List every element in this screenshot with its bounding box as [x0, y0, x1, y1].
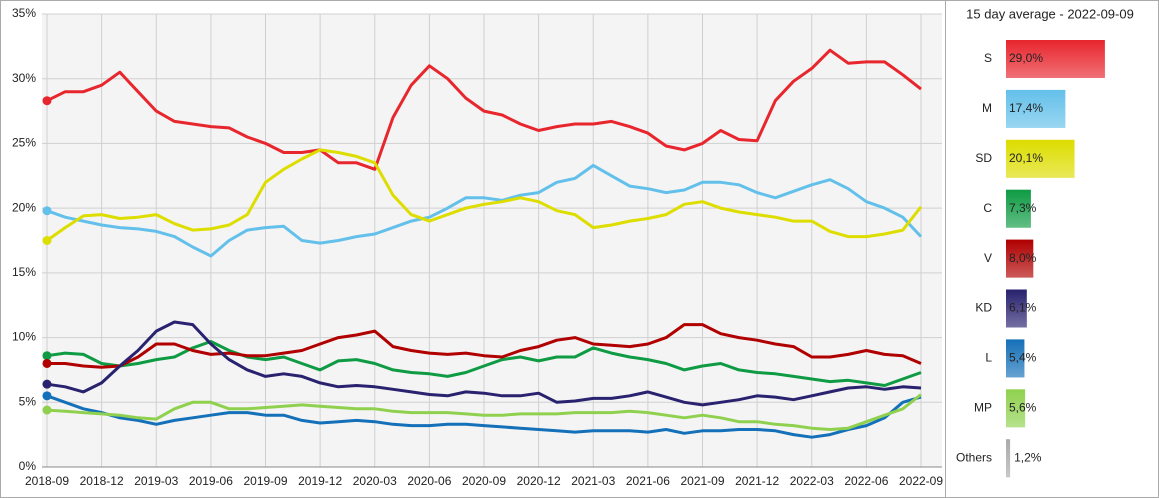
y-tick-label: 30% — [12, 71, 36, 85]
series-line — [46, 148, 923, 242]
x-tick-label: 2020-03 — [353, 474, 397, 488]
x-tick-label: 2020-09 — [462, 474, 506, 488]
panel-title: 15 day average - 2022-09-09 — [966, 6, 1134, 21]
start-dot — [42, 351, 52, 361]
bar-shine — [1006, 40, 1105, 78]
y-tick-label: 5% — [19, 394, 37, 408]
x-tick-label: 2021-06 — [626, 474, 670, 488]
value-label: 29,0% — [1009, 51, 1043, 65]
category-label: S — [984, 51, 992, 65]
start-dot — [42, 405, 52, 415]
bar-shine — [1006, 239, 1034, 278]
x-tick-label: 2018-12 — [80, 474, 124, 488]
y-tick-label: 0% — [19, 459, 37, 473]
category-label: MP — [974, 400, 992, 414]
value-label: 5,6% — [1009, 400, 1037, 414]
start-dot — [42, 358, 52, 368]
bar-shine — [1006, 89, 1066, 128]
value-label: 5,4% — [1009, 351, 1037, 365]
value-label: 20,1% — [1009, 151, 1043, 165]
value-label: 7,3% — [1009, 201, 1037, 215]
category-label: V — [984, 251, 992, 265]
bar-shine — [1006, 389, 1026, 428]
x-tick-label: 2021-09 — [680, 474, 724, 488]
x-tick-label: 2019-12 — [298, 474, 342, 488]
y-tick-label: 35% — [12, 6, 36, 20]
x-tick-label: 2022-09 — [899, 474, 943, 488]
series-line — [46, 394, 922, 439]
start-dot — [42, 96, 52, 106]
x-tick-label: 2021-12 — [735, 474, 779, 488]
bar-shine — [1006, 139, 1075, 178]
value-label: 6,1% — [1009, 301, 1037, 315]
x-tick-label: 2018-09 — [25, 474, 69, 488]
category-label: L — [985, 351, 992, 365]
x-tick-label: 2020-12 — [517, 474, 561, 488]
bar-shine — [1006, 189, 1031, 228]
y-tick-label: 15% — [12, 265, 36, 279]
y-tick-label: 10% — [12, 330, 36, 344]
series-line — [46, 393, 922, 431]
y-tick-label: 20% — [12, 200, 36, 214]
value-label: 17,4% — [1009, 101, 1043, 115]
series-line — [46, 48, 922, 171]
category-label: M — [982, 101, 992, 115]
plot-area — [42, 14, 942, 467]
x-tick-label: 2020-06 — [407, 474, 451, 488]
series-line — [47, 323, 922, 369]
series-line — [46, 340, 922, 387]
value-label: 8,0% — [1009, 251, 1037, 265]
start-dot — [42, 391, 52, 401]
bar-shine — [1006, 289, 1027, 328]
x-tick-label: 2019-09 — [243, 474, 287, 488]
category-label: Others — [956, 450, 992, 464]
x-tick-label: 2021-03 — [571, 474, 615, 488]
bar-shine — [1006, 439, 1011, 478]
x-tick-label: 2019-06 — [189, 474, 233, 488]
value-label: 1,2% — [1014, 450, 1042, 464]
y-tick-label: 25% — [12, 136, 36, 150]
series-line — [46, 320, 922, 407]
category-label: SD — [975, 151, 992, 165]
x-tick-label: 2022-06 — [844, 474, 888, 488]
series-line — [46, 163, 923, 258]
category-label: KD — [975, 301, 992, 315]
start-dot — [42, 206, 52, 216]
x-tick-label: 2022-03 — [790, 474, 834, 488]
bar-shine — [1006, 339, 1025, 378]
x-tick-label: 2019-03 — [134, 474, 178, 488]
start-dot — [42, 379, 52, 389]
category-label: C — [983, 201, 992, 215]
start-dot — [42, 236, 52, 245]
